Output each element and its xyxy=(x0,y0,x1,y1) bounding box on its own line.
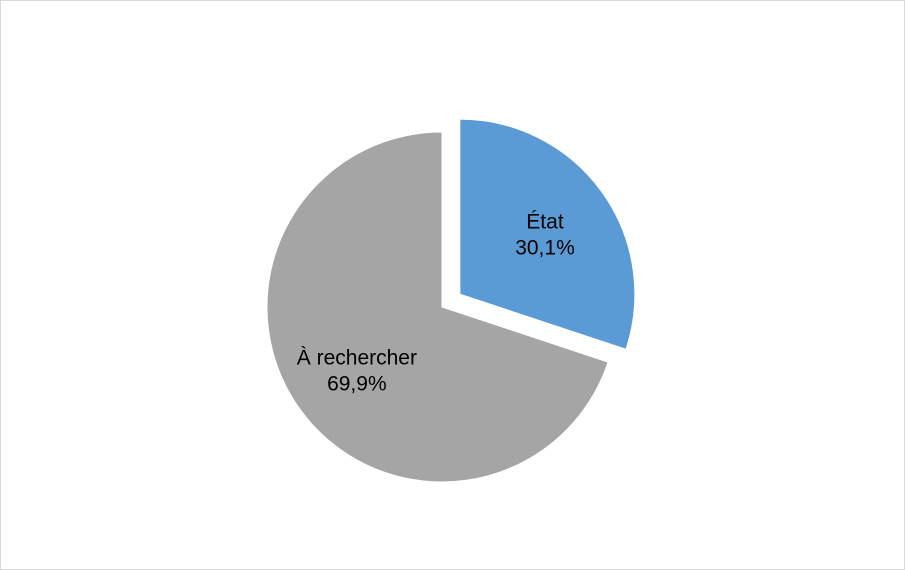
slice-value-label-1: 69,9% xyxy=(327,372,387,395)
slice-value-label-0: 30,1% xyxy=(515,237,575,260)
slice-label-0: État xyxy=(526,211,564,234)
pie-slice-1 xyxy=(266,131,609,483)
pie-slice-0 xyxy=(459,118,636,350)
slice-label-1: À rechercher xyxy=(297,346,417,369)
